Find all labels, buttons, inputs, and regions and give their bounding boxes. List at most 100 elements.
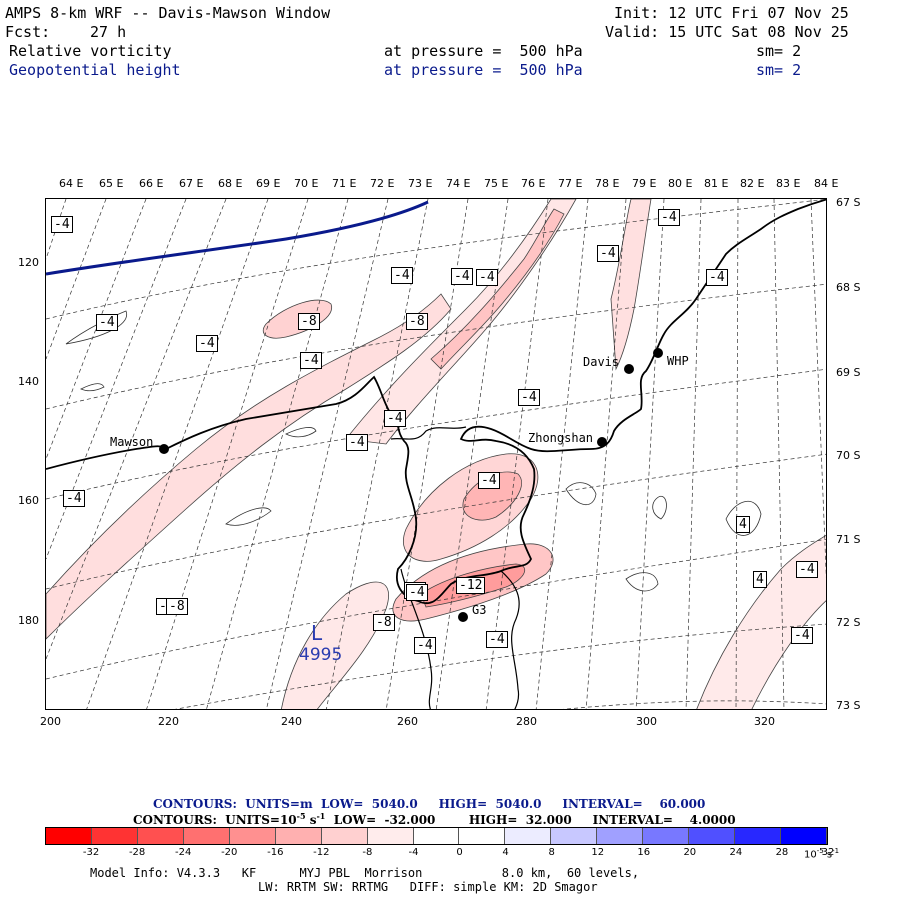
colorbar-segment	[413, 828, 460, 844]
station-marker-davis[interactable]	[624, 364, 634, 374]
contour-label: -8	[406, 313, 428, 330]
grid-y-tick-label: 140	[18, 375, 39, 388]
contour-label: -4	[476, 269, 498, 286]
latitude-tick-label: 69 S	[836, 366, 861, 379]
grid-x-tick-label: 300	[636, 715, 657, 728]
init-time: Init: 12 UTC Fri 07 Nov 25	[614, 4, 849, 22]
colorbar-tick-label: -8	[362, 847, 373, 858]
vorticity-blob-mid-west	[262, 299, 332, 339]
vorticity-band-core	[430, 208, 565, 370]
vorticity-units-exponent: -5	[296, 811, 306, 821]
colorbar-segment	[597, 828, 644, 844]
station-marker-mawson[interactable]	[159, 444, 169, 454]
model-info-line1: Model Info: V4.3.3 KF MYJ PBL Morrison 8…	[90, 866, 640, 880]
colorbar-tick-label: 24	[729, 847, 743, 858]
colorbar-segment	[505, 828, 552, 844]
station-marker-g3[interactable]	[458, 612, 468, 622]
colorbar-units-base: 10	[804, 849, 817, 861]
colorbar-segment	[551, 828, 598, 844]
colorbar-units-seconds: s	[823, 849, 833, 861]
grid-x-tick-label: 200	[40, 715, 61, 728]
longitude-tick-label: 72 E	[370, 177, 395, 190]
longitude-tick-label: 69 E	[256, 177, 281, 190]
contour-label: -8	[166, 598, 188, 615]
vorticity-band-west	[46, 293, 452, 640]
colorbar-segment	[689, 828, 736, 844]
colorbar-tick-label: 4	[502, 847, 509, 858]
contour-label: -4	[796, 561, 818, 578]
colorbar-units: 10-5 s-1	[804, 847, 839, 860]
contour-label: -4	[406, 584, 428, 601]
contour-label: -4	[196, 335, 218, 352]
map-title: AMPS 8-km WRF -- Davis-Mawson Window	[5, 4, 331, 22]
latitude-tick-label: 71 S	[836, 533, 861, 546]
vorticity-contour-info: CONTOURS: UNITS=10-5 s-1 LOW= -32.000 HI…	[133, 811, 736, 827]
vorticity-colorbar	[45, 827, 828, 845]
field2-level: at pressure = 500 hPa	[384, 61, 583, 79]
contour-label: -4	[518, 389, 540, 406]
colorbar-tick-label: -12	[313, 847, 330, 858]
contour-label: -4	[451, 268, 473, 285]
longitude-tick-label: 83 E	[776, 177, 801, 190]
colorbar-tick-label: 28	[775, 847, 789, 858]
colorbar-tick-label: 16	[637, 847, 651, 858]
colorbar-tick-label: -28	[128, 847, 146, 858]
longitude-tick-label: 82 E	[740, 177, 765, 190]
coastline	[46, 199, 826, 605]
latitude-tick-label: 73 S	[836, 699, 861, 712]
contour-label: -4	[51, 216, 73, 233]
vorticity-band-davis	[610, 199, 652, 371]
station-label-zhongshan: Zhongshan	[528, 431, 594, 445]
vorticity-contour-prefix: CONTOURS: UNITS=10	[133, 813, 297, 827]
latitude-tick-label: 72 S	[836, 616, 861, 629]
longitude-tick-label: 78 E	[595, 177, 620, 190]
colorbar-segment	[46, 828, 92, 844]
grid-x-tick-label: 260	[397, 715, 418, 728]
field1-smoothing: sm= 2	[756, 42, 802, 60]
contour-label: 4	[736, 516, 750, 533]
station-label-whp: WHP	[667, 354, 689, 368]
low-pressure-letter: L	[311, 621, 323, 645]
latitude-tick-label: 67 S	[836, 196, 861, 209]
colorbar-segment	[275, 828, 322, 844]
colorbar-segment	[735, 828, 781, 844]
colorbar-tick-label: 12	[591, 847, 605, 858]
grid-y-tick-label: 120	[18, 256, 39, 269]
grid-x-tick-label: 220	[158, 715, 179, 728]
colorbar-tick-label: -4	[408, 847, 419, 858]
longitude-tick-label: 68 E	[218, 177, 243, 190]
low-pressure-value: 4995	[299, 645, 343, 665]
contour-label: -4	[300, 352, 322, 369]
grid-x-tick-label: 320	[754, 715, 775, 728]
longitude-tick-label: 74 E	[446, 177, 471, 190]
longitude-tick-label: 84 E	[814, 177, 839, 190]
colorbar-segment	[229, 828, 276, 844]
colorbar-tick-label: 32	[821, 847, 835, 858]
station-marker-whp[interactable]	[653, 348, 663, 358]
latitude-tick-label: 70 S	[836, 449, 861, 462]
station-marker-zhongshan[interactable]	[597, 437, 607, 447]
valid-time: Valid: 15 UTC Sat 08 Nov 25	[605, 23, 849, 41]
longitude-tick-label: 65 E	[99, 177, 124, 190]
longitude-tick-label: 80 E	[668, 177, 693, 190]
colorbar-units-exponent2: -1	[832, 847, 840, 855]
longitude-tick-label: 66 E	[139, 177, 164, 190]
contour-label: -4	[391, 267, 413, 284]
colorbar-tick-label: -24	[175, 847, 192, 858]
map-panel[interactable]: Mawson Davis WHP Zhongshan G3 -4 -4 -4 -4 -4…	[45, 198, 827, 710]
colorbar-tick-label: -20	[221, 847, 238, 858]
minor-contours	[65, 310, 762, 592]
contour-label: -12	[456, 577, 486, 594]
contour-label: -4	[346, 434, 368, 451]
vorticity-shading	[46, 199, 826, 709]
longitude-tick-label: 64 E	[59, 177, 84, 190]
map-canvas	[46, 199, 826, 709]
longitude-tick-label: 75 E	[484, 177, 509, 190]
colorbar-units-exponent: -5	[816, 847, 824, 855]
longitude-tick-label: 77 E	[558, 177, 583, 190]
grid-y-tick-label: 180	[18, 614, 39, 627]
longitude-tick-label: 76 E	[521, 177, 546, 190]
contour-label: -4	[597, 245, 619, 262]
vorticity-band-ridge	[345, 199, 577, 445]
forecast-label: Fcst:	[5, 23, 51, 41]
